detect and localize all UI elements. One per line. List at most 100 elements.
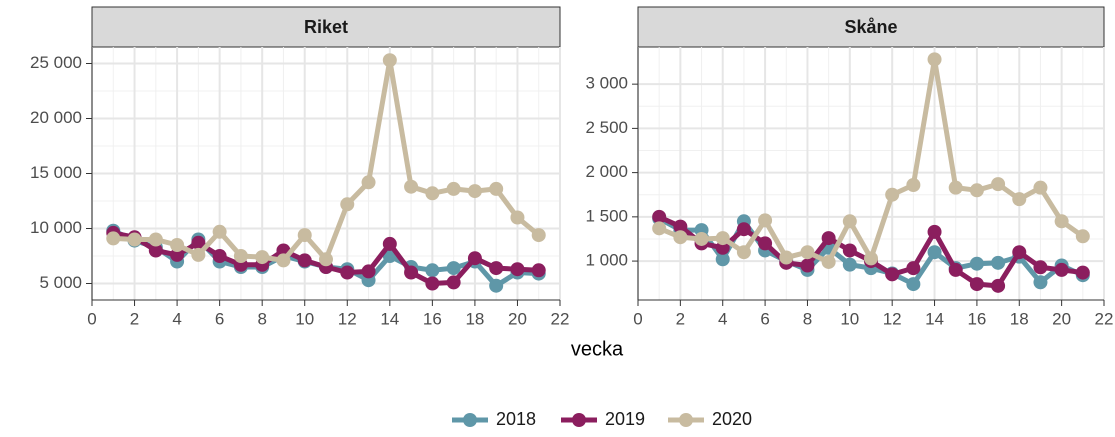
x-tick-label: 10	[295, 309, 314, 328]
point	[736, 222, 751, 237]
point	[969, 256, 984, 271]
point	[297, 228, 312, 243]
x-tick-label: 14	[925, 309, 944, 328]
point	[906, 261, 921, 276]
x-tick-label: 6	[215, 309, 224, 328]
x-tick-label: 2	[676, 309, 685, 328]
point	[715, 231, 730, 246]
x-tick-label: 4	[718, 309, 727, 328]
y-tick-label: 10 000	[30, 218, 82, 237]
point	[446, 275, 461, 290]
point	[404, 265, 419, 280]
point	[467, 251, 482, 266]
x-tick-label: 16	[423, 309, 442, 328]
point	[191, 235, 206, 250]
point	[510, 262, 525, 277]
point	[382, 236, 397, 251]
panel-title: Riket	[304, 17, 348, 37]
y-tick-label: 2 000	[585, 162, 628, 181]
point	[758, 236, 773, 251]
point	[969, 277, 984, 292]
point	[1075, 265, 1090, 280]
point	[842, 214, 857, 229]
point	[489, 278, 504, 293]
point	[106, 231, 121, 246]
point	[673, 230, 688, 245]
x-tick-label: 12	[883, 309, 902, 328]
point	[864, 251, 878, 266]
point	[906, 277, 921, 292]
point	[779, 250, 794, 265]
x-tick-label: 20	[508, 309, 527, 328]
point	[948, 262, 963, 277]
point	[991, 177, 1006, 192]
point	[906, 178, 921, 192]
x-tick-label: 4	[172, 309, 181, 328]
x-tick-label: 18	[465, 309, 484, 328]
point	[148, 232, 163, 247]
point	[715, 240, 730, 255]
point	[948, 180, 963, 195]
point	[255, 250, 270, 265]
point	[1075, 229, 1090, 244]
point	[297, 253, 312, 268]
point	[927, 245, 942, 260]
point	[736, 245, 751, 260]
x-axis-label: vecka	[571, 338, 624, 360]
x-tick-label: 8	[257, 309, 266, 328]
y-tick-label: 20 000	[30, 108, 82, 127]
y-tick-label: 2 500	[585, 118, 628, 137]
point	[319, 252, 333, 267]
point	[991, 255, 1006, 270]
point	[489, 261, 504, 276]
point	[694, 231, 709, 246]
point	[276, 253, 291, 268]
point	[467, 184, 482, 199]
point	[425, 186, 440, 201]
x-tick-label: 12	[338, 309, 357, 328]
y-tick-label: 1 000	[585, 251, 628, 270]
point	[800, 258, 815, 273]
point	[212, 224, 227, 239]
panel-title: Skåne	[844, 17, 897, 37]
point	[1033, 260, 1048, 275]
legend-point	[679, 413, 693, 427]
point	[652, 221, 667, 236]
point	[821, 254, 836, 269]
point	[1012, 192, 1027, 207]
y-tick-label: 15 000	[30, 163, 82, 182]
point	[531, 228, 546, 243]
point	[842, 257, 857, 272]
point	[446, 261, 461, 276]
point	[382, 53, 397, 68]
y-tick-label: 25 000	[30, 53, 82, 72]
point	[927, 52, 942, 67]
point	[885, 267, 900, 282]
x-tick-label: 22	[551, 309, 570, 328]
point	[821, 231, 836, 246]
x-tick-label: 2	[130, 309, 139, 328]
point	[673, 219, 688, 234]
point	[927, 224, 942, 239]
x-tick-label: 20	[1052, 309, 1071, 328]
legend-label: 2018	[496, 409, 536, 429]
point	[1033, 275, 1048, 290]
point	[715, 252, 730, 267]
point	[652, 209, 667, 224]
y-tick-label: 5 000	[39, 273, 82, 292]
point	[489, 181, 504, 196]
point	[361, 175, 376, 190]
point	[842, 243, 857, 258]
point	[1054, 214, 1069, 229]
x-tick-label: 0	[87, 309, 96, 328]
point	[800, 245, 815, 260]
legend-label: 2020	[712, 409, 752, 429]
point	[531, 263, 546, 278]
x-tick-label: 6	[760, 309, 769, 328]
point	[170, 238, 185, 252]
point	[361, 264, 376, 279]
legend-label: 2019	[605, 409, 645, 429]
point	[404, 179, 419, 194]
point	[510, 210, 525, 225]
